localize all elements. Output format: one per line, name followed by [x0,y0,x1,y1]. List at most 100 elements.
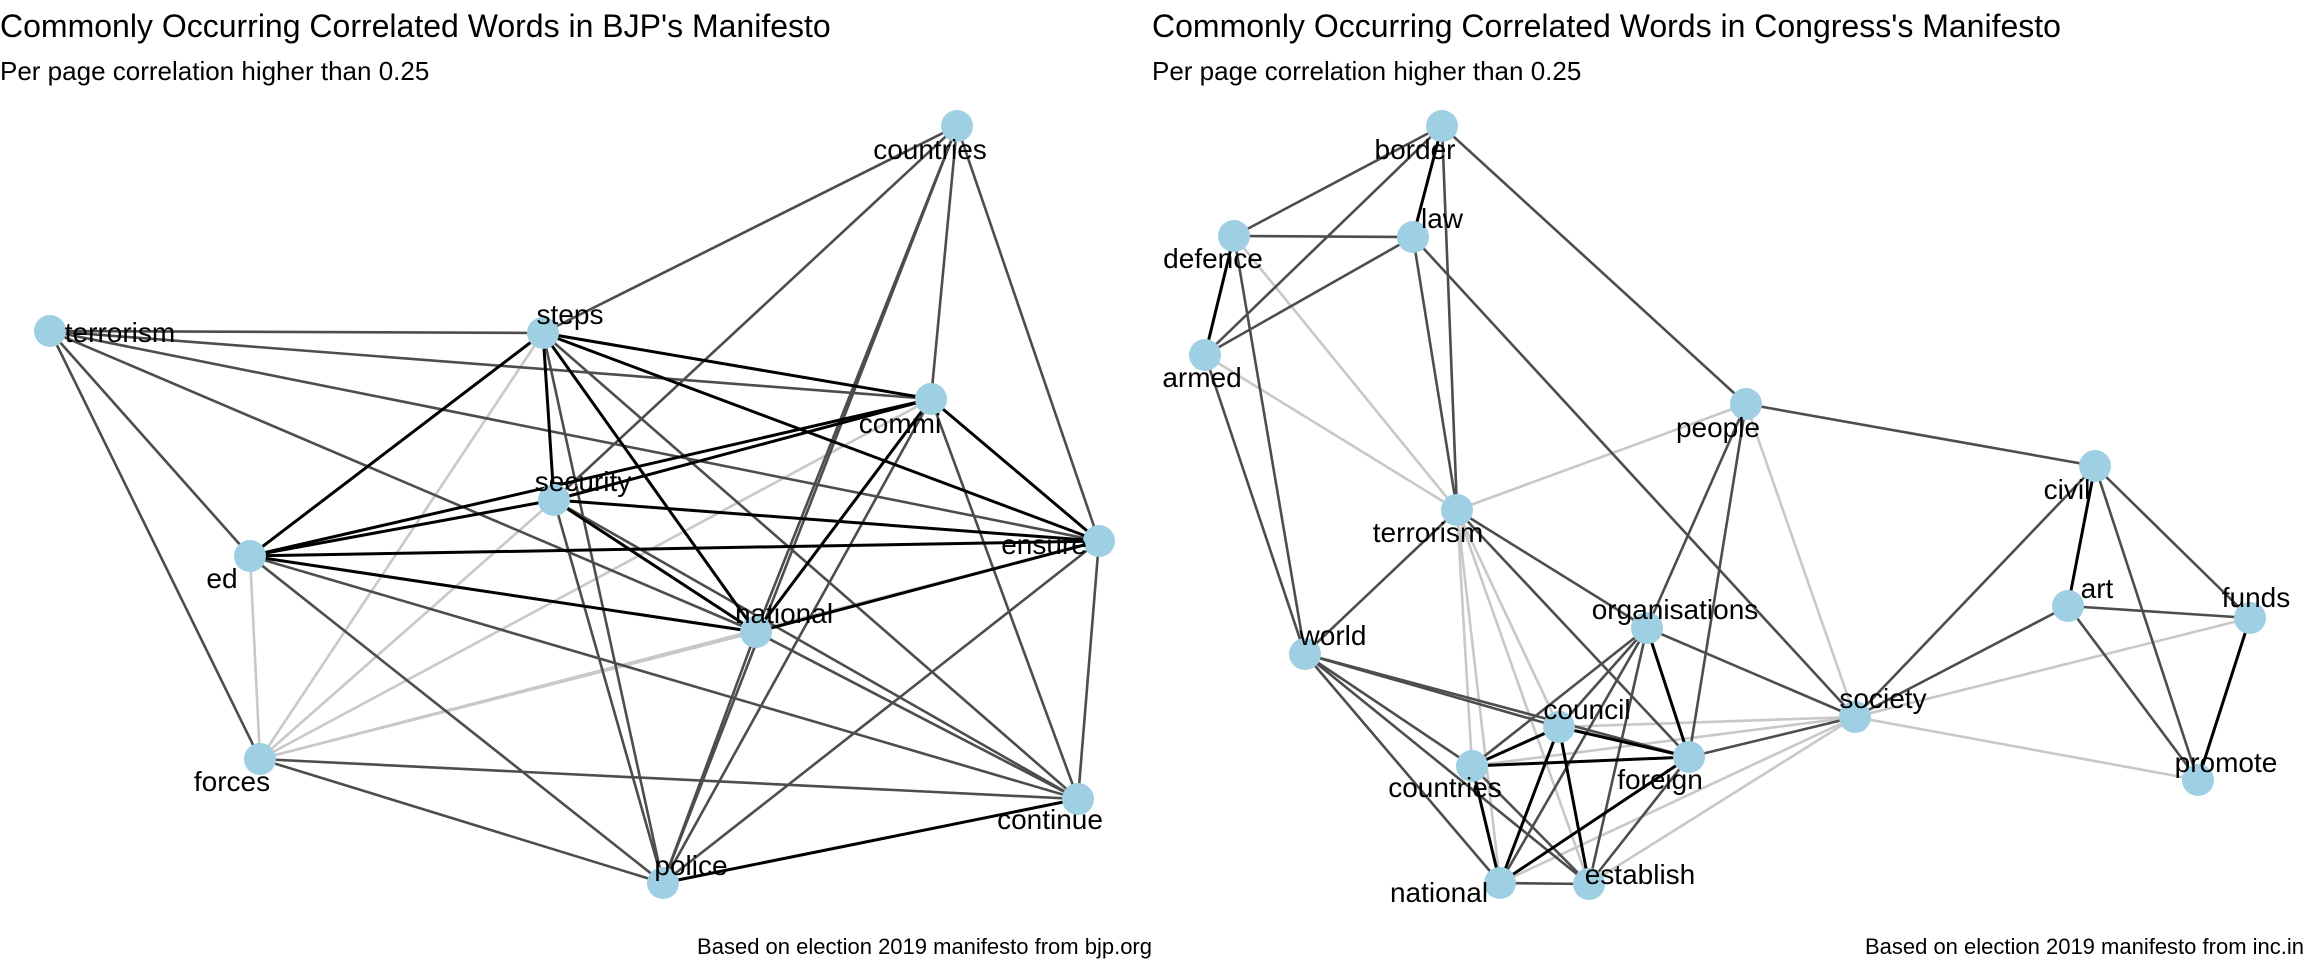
edge-council-foreign [1558,725,1690,759]
edge-countries-steps [542,124,958,335]
edge-steps-continue [542,332,1079,800]
edge-ensure-national [755,539,1100,634]
edge-law-terrorism [1411,236,1459,511]
edge-people-civil [1745,402,2096,468]
node-label-civil: civil [2044,474,2091,505]
edge-people-foreign [1687,403,1748,758]
congress-title: Commonly Occurring Correlated Words in C… [1152,8,2061,44]
node-label-establish: establish [1585,859,1696,890]
node-countries [1456,750,1488,782]
edge-people-terrorism [1456,402,1747,512]
edge-commi-national [754,398,933,633]
edge-steps-security [541,332,556,501]
node-continue [1062,783,1094,815]
edge-ed-national [249,554,757,634]
edge-society-foreign [1688,715,1856,759]
edge-terrorism-council [1455,509,1561,728]
edge-civil-society [1854,465,2096,718]
node-steps [527,317,559,349]
edge-security-ensure [553,498,1100,543]
bjp-network-graph: countries terrorism steps commi security ed en… [34,110,1115,899]
node-armed [1189,339,1221,371]
node-label-border: border [1375,134,1456,165]
edge-border-terrorism [1440,125,1459,511]
edge-terrorism-organisations [1456,508,1648,630]
edge-art-funds [2067,604,2251,620]
edge-forces-continue [259,757,1079,801]
edge-ensure-continue [1076,540,1101,800]
node-border [1426,110,1458,142]
node-council [1543,711,1575,743]
node-terrorism [1441,494,1473,526]
edge-countries-establish [1471,765,1590,885]
node-national [740,616,772,648]
edge-national-police [661,631,758,884]
edge-society-establish [1588,715,1856,886]
edge-world-foreign [1304,652,1690,759]
node-label-commi: commi [859,408,941,439]
edge-security-forces [259,499,555,760]
node-society [1839,701,1871,733]
edge-commi-police [661,398,933,884]
edge-defence-world [1232,235,1307,655]
edge-world-countries [1304,652,1473,768]
bjp-network-panel: Commonly Occurring Correlated Words in B… [0,8,1152,959]
edge-law-armed [1204,235,1414,357]
bjp-subtitle: Per page correlation higher than 0.25 [0,56,430,86]
node-police [647,867,679,899]
node-ed [234,540,266,572]
node-label-continue: continue [997,804,1103,835]
node-label-funds: funds [2222,582,2291,613]
edge-steps-national [541,332,758,633]
node-label-world: world [1299,620,1367,651]
bjp-caption: Based on election 2019 manifesto from bj… [697,934,1152,959]
node-funds [2234,602,2266,634]
edge-defence-armed [1203,235,1236,356]
edge-steps-ed [249,331,544,558]
node-countries [941,110,973,142]
edge-terrorism-steps [49,329,544,335]
node-organisations [1631,612,1663,644]
edge-commi-continue [929,398,1080,800]
edge-terrorism-world [1304,509,1458,655]
node-label-organisations: organisations [1592,594,1759,625]
congress-network-panel: Commonly Occurring Correlated Words in C… [1152,0,2304,960]
edge-foreign-establish [1587,756,1691,885]
edge-law-defence [1233,234,1414,239]
edge-security-ed [249,498,555,558]
edge-organisations-society [1646,626,1856,719]
edge-national-continue [755,630,1079,801]
node-label-promote: promote [2175,747,2278,778]
edge-border-law [1411,125,1444,238]
edge-steps-forces [258,332,545,760]
edge-ed-continue [249,554,1079,801]
edge-security-police [552,499,665,884]
edge-world-establish [1304,652,1590,886]
edge-people-society [1744,403,1857,718]
node-label-police: police [654,850,727,881]
congress-subtitle: Per page correlation higher than 0.25 [1152,56,1582,86]
edge-countries-security [553,125,958,501]
edge-forces-police [259,757,664,885]
edge-ensure-police [662,539,1100,885]
node-law [1397,221,1429,253]
node-label-law: law [1421,203,1464,234]
node-establish [1573,868,1605,900]
node-label-forces: forces [194,766,270,797]
edge-civil-funds [2094,465,2251,619]
edge-art-promote [2066,605,2200,781]
node-national [1484,867,1516,899]
node-civil [2079,450,2111,482]
edge-organisations-national [1498,627,1649,884]
node-foreign [1673,741,1705,773]
edge-civil-promote [2093,465,2200,781]
edge-terrorism-establish [1455,509,1591,885]
node-label-society: society [1839,683,1926,714]
edge-terrorism-ed [49,330,251,557]
node-label-people: people [1676,412,1760,443]
edge-terrorism-foreign [1456,509,1690,758]
node-defence [1218,220,1250,252]
edge-society-countries [1471,715,1856,768]
edge-countries-national [1470,765,1502,884]
edge-border-defence [1233,124,1443,238]
